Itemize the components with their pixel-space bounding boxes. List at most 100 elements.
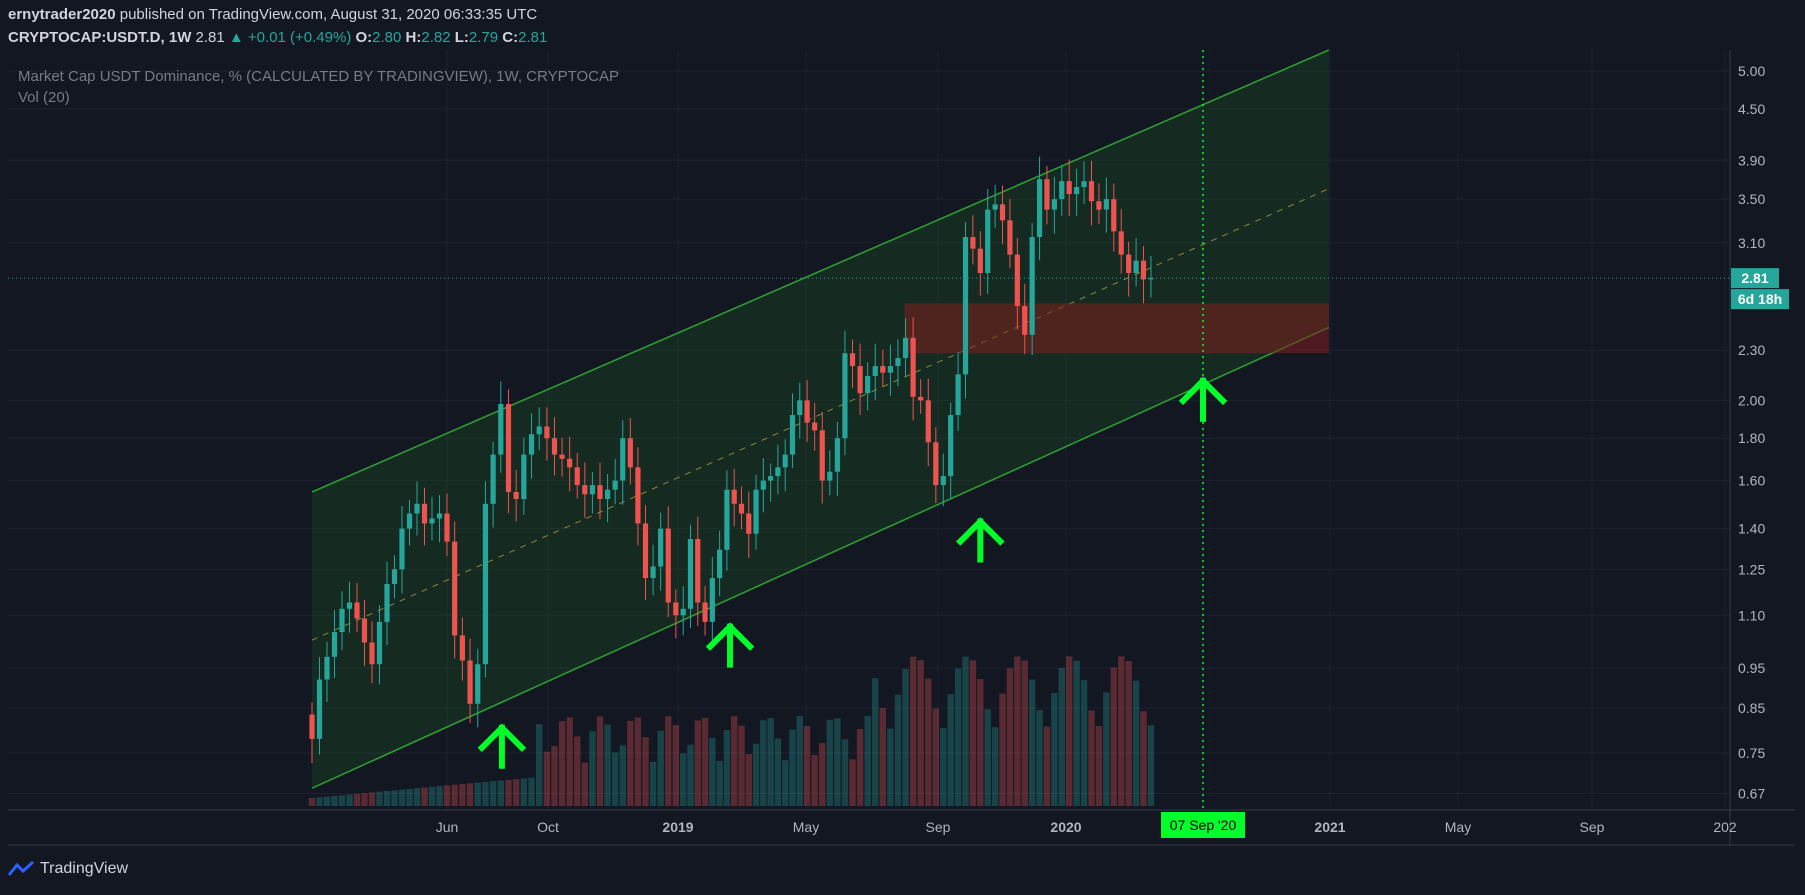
candle-body bbox=[589, 485, 596, 495]
volume-bar bbox=[1110, 667, 1117, 806]
volume-bar bbox=[672, 725, 680, 806]
volume-bar bbox=[634, 717, 642, 806]
candle-body bbox=[1066, 181, 1072, 195]
volume-bar bbox=[566, 717, 573, 806]
x-tick-label: May bbox=[1445, 819, 1471, 835]
candle-body bbox=[1081, 181, 1087, 188]
candle-body bbox=[925, 400, 931, 443]
candle-body bbox=[1088, 181, 1095, 202]
volume-bar bbox=[687, 744, 694, 806]
y-tick-label: 0.67 bbox=[1738, 786, 1765, 802]
y-tick-label: 0.95 bbox=[1738, 660, 1765, 676]
volume-bar bbox=[796, 716, 803, 806]
volume-bar bbox=[789, 729, 796, 806]
volume-bar bbox=[947, 694, 954, 806]
candle-body bbox=[1148, 278, 1154, 280]
volume-bar bbox=[406, 788, 413, 806]
volume-bar bbox=[977, 679, 984, 806]
volume-bar bbox=[581, 762, 589, 806]
last-price-label: 2.81 bbox=[1741, 270, 1768, 286]
volume-bar bbox=[709, 737, 716, 806]
candle-body bbox=[834, 438, 840, 472]
volume-bar bbox=[999, 693, 1006, 806]
volume-bar bbox=[803, 726, 811, 806]
candle-body bbox=[658, 528, 664, 567]
tradingview-logo-icon bbox=[8, 861, 34, 876]
volume-bar bbox=[1028, 679, 1036, 806]
channel-upper-line bbox=[311, 49, 1330, 493]
candle-body bbox=[384, 584, 390, 622]
candle-body bbox=[376, 621, 383, 665]
brand-label[interactable]: TradingView bbox=[40, 860, 129, 877]
volume-bar bbox=[1051, 692, 1058, 806]
close-label: C: bbox=[502, 29, 519, 46]
candle-body bbox=[650, 566, 656, 579]
candle-body bbox=[452, 541, 458, 636]
y-tick-label: 3.50 bbox=[1738, 191, 1765, 207]
x-tick-label: Oct bbox=[537, 819, 559, 835]
y-tick-label: 3.10 bbox=[1738, 235, 1765, 251]
candle-body bbox=[574, 467, 580, 486]
y-tick-label: 4.50 bbox=[1738, 101, 1765, 117]
candle-body bbox=[567, 458, 573, 468]
candle-body bbox=[760, 480, 766, 490]
candle-body bbox=[1074, 187, 1080, 195]
volume-bar bbox=[421, 787, 428, 806]
volume-bar bbox=[604, 724, 611, 806]
volume-bar bbox=[1125, 660, 1132, 806]
volume-bar bbox=[932, 708, 940, 806]
candle-body bbox=[346, 602, 353, 609]
symbol[interactable]: CRYPTOCAP:USDT.D, 1W bbox=[8, 29, 192, 46]
y-tick-label: 0.75 bbox=[1738, 745, 1765, 761]
volume-bar bbox=[1080, 680, 1088, 806]
volume-bar bbox=[701, 717, 709, 806]
candle-body bbox=[597, 485, 603, 500]
x-tick-label: May bbox=[793, 819, 819, 835]
candle-body bbox=[895, 358, 901, 367]
ohlc-legend: CRYPTOCAP:USDT.D, 1W 2.81 ▲ +0.01 (+0.49… bbox=[8, 29, 547, 46]
candle-body bbox=[536, 426, 542, 435]
volume-bar bbox=[1021, 660, 1028, 806]
volume-bar bbox=[331, 795, 338, 806]
volume-bar bbox=[767, 718, 774, 806]
x-tick-label: 2021 bbox=[1314, 819, 1345, 835]
volume-indicator-label[interactable]: Vol (20) bbox=[18, 89, 70, 106]
author-name[interactable]: ernytrader2020 bbox=[8, 6, 116, 23]
candle-body bbox=[955, 374, 961, 416]
candle-body bbox=[768, 476, 774, 481]
volume-bar bbox=[657, 730, 664, 806]
low-label: L: bbox=[454, 29, 469, 46]
volume-bar bbox=[436, 786, 443, 806]
candle-body bbox=[612, 480, 618, 490]
close-value: 2.81 bbox=[518, 29, 548, 46]
candle-body bbox=[1059, 181, 1065, 200]
volume-bar bbox=[864, 716, 871, 806]
candle-body bbox=[361, 618, 368, 643]
volume-bar bbox=[323, 796, 331, 806]
candle-body bbox=[695, 539, 701, 603]
volume-bar bbox=[1058, 667, 1065, 806]
volume-bar bbox=[716, 760, 723, 806]
candle-body bbox=[1014, 254, 1020, 307]
candle-body bbox=[475, 664, 481, 704]
zone-rect bbox=[904, 303, 1329, 354]
volume-bar bbox=[497, 780, 504, 806]
candle-body bbox=[429, 518, 435, 524]
volume-bar bbox=[398, 789, 406, 806]
candle-body bbox=[887, 366, 893, 373]
volume-bar bbox=[760, 720, 767, 806]
volume-bar bbox=[954, 668, 962, 806]
candle-body bbox=[910, 337, 916, 397]
candle-body bbox=[505, 403, 512, 492]
volume-bar bbox=[1088, 710, 1095, 806]
candle-body bbox=[999, 204, 1006, 221]
candle-body bbox=[962, 237, 969, 375]
volume-bar bbox=[413, 788, 421, 806]
volume-bar bbox=[443, 785, 451, 806]
candle-body bbox=[1051, 199, 1057, 210]
candle-body bbox=[1007, 220, 1013, 255]
candle-body bbox=[1103, 199, 1109, 210]
volume-bar bbox=[841, 739, 849, 806]
y-tick-label: 1.10 bbox=[1738, 607, 1765, 623]
